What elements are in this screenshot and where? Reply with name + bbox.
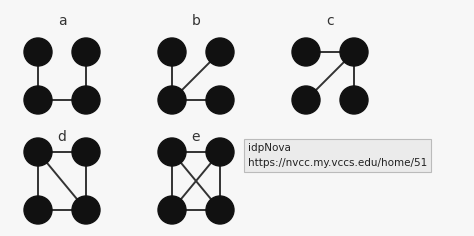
Circle shape xyxy=(206,196,234,224)
Circle shape xyxy=(206,86,234,114)
Circle shape xyxy=(292,38,320,66)
Text: c: c xyxy=(326,14,334,28)
Circle shape xyxy=(292,86,320,114)
Circle shape xyxy=(24,38,52,66)
Text: idpNova
https://nvcc.my.vccs.edu/home/51: idpNova https://nvcc.my.vccs.edu/home/51 xyxy=(248,143,427,168)
Circle shape xyxy=(72,86,100,114)
Circle shape xyxy=(206,138,234,166)
Circle shape xyxy=(206,38,234,66)
Circle shape xyxy=(158,138,186,166)
Circle shape xyxy=(158,196,186,224)
Circle shape xyxy=(24,86,52,114)
Text: d: d xyxy=(57,130,66,144)
Circle shape xyxy=(24,138,52,166)
Text: e: e xyxy=(192,130,200,144)
Text: b: b xyxy=(191,14,201,28)
Circle shape xyxy=(72,196,100,224)
Circle shape xyxy=(340,38,368,66)
Circle shape xyxy=(24,196,52,224)
Circle shape xyxy=(340,86,368,114)
Circle shape xyxy=(72,138,100,166)
Circle shape xyxy=(72,38,100,66)
Text: a: a xyxy=(58,14,66,28)
Circle shape xyxy=(158,38,186,66)
Circle shape xyxy=(158,86,186,114)
